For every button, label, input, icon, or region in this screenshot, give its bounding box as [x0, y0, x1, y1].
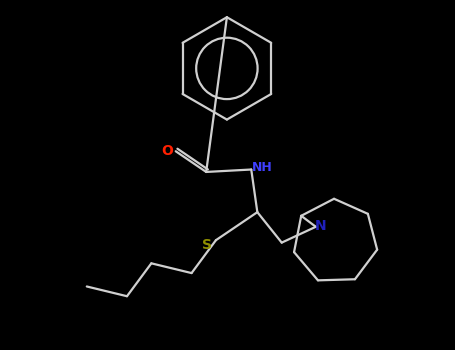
Text: O: O: [161, 144, 173, 158]
Text: S: S: [202, 238, 212, 252]
Text: NH: NH: [252, 161, 273, 174]
Text: N: N: [315, 218, 327, 232]
